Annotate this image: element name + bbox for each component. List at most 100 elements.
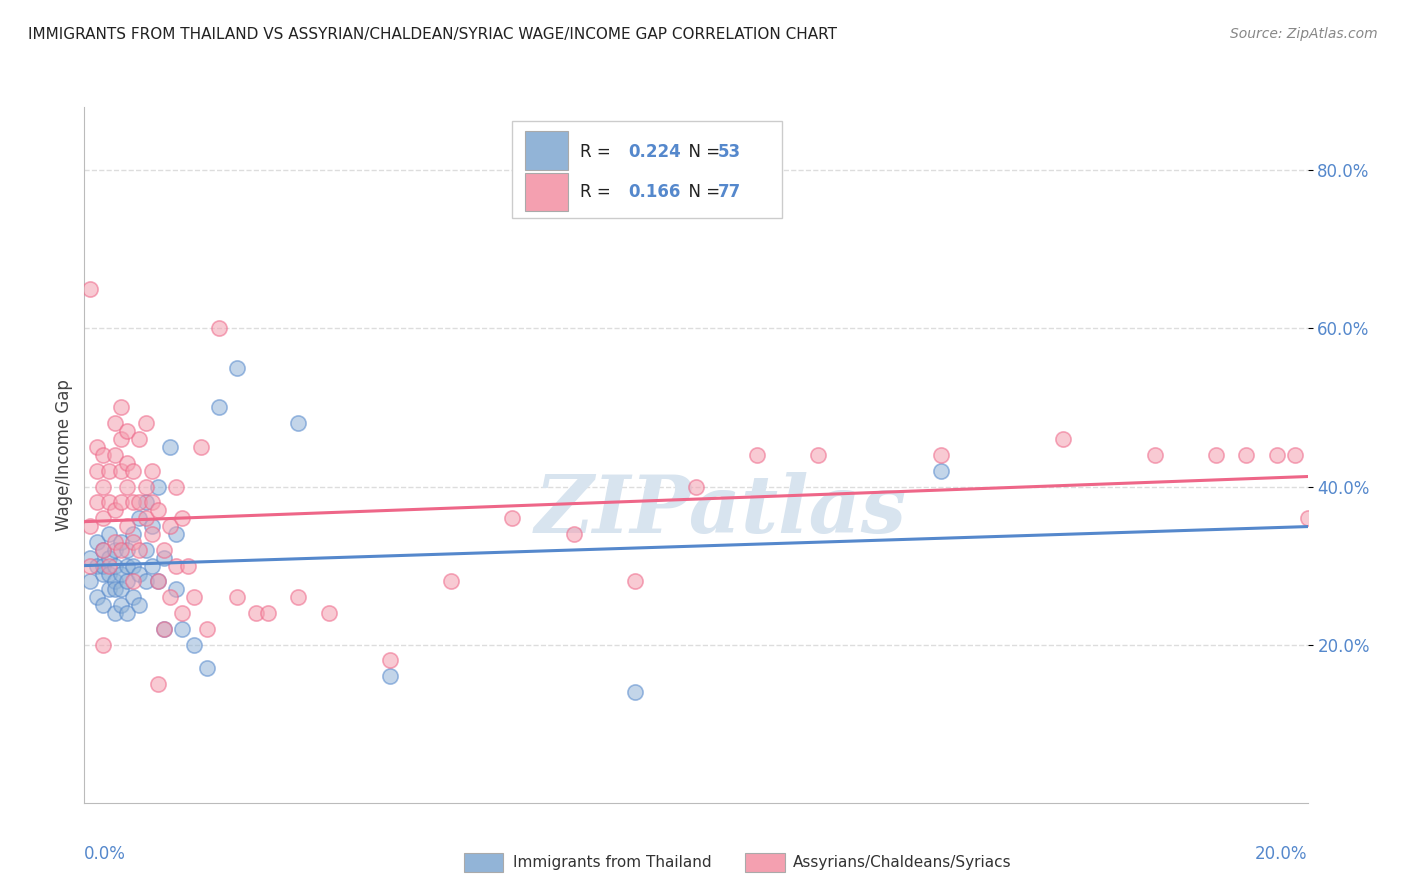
Y-axis label: Wage/Income Gap: Wage/Income Gap bbox=[55, 379, 73, 531]
Point bbox=[86, 558, 108, 573]
Point bbox=[177, 558, 200, 573]
Point bbox=[141, 527, 163, 541]
Point bbox=[86, 464, 108, 478]
Point bbox=[146, 479, 169, 493]
Point bbox=[128, 495, 150, 509]
Point bbox=[110, 432, 132, 446]
Point bbox=[115, 519, 138, 533]
Text: 53: 53 bbox=[718, 144, 741, 161]
Point bbox=[128, 598, 150, 612]
Point bbox=[104, 558, 127, 573]
Text: Immigrants from Thailand: Immigrants from Thailand bbox=[513, 855, 711, 870]
Point bbox=[146, 677, 169, 691]
Point bbox=[165, 558, 187, 573]
Point bbox=[122, 558, 145, 573]
Point bbox=[91, 479, 114, 493]
Point bbox=[146, 574, 169, 589]
FancyBboxPatch shape bbox=[512, 121, 782, 219]
Point bbox=[135, 511, 157, 525]
Point bbox=[1265, 448, 1288, 462]
Point bbox=[747, 448, 769, 462]
Point bbox=[104, 503, 127, 517]
Point bbox=[115, 424, 138, 438]
Point bbox=[86, 495, 108, 509]
Point bbox=[141, 495, 163, 509]
Point bbox=[190, 440, 212, 454]
Point bbox=[380, 653, 402, 667]
Point bbox=[86, 591, 108, 605]
Point bbox=[86, 440, 108, 454]
Text: R =: R = bbox=[579, 144, 616, 161]
Point bbox=[115, 606, 138, 620]
Point bbox=[91, 558, 114, 573]
Point bbox=[115, 479, 138, 493]
Point bbox=[104, 574, 127, 589]
Point bbox=[104, 534, 127, 549]
Point bbox=[502, 511, 524, 525]
Point bbox=[1052, 432, 1074, 446]
Point bbox=[97, 464, 120, 478]
Point bbox=[97, 582, 120, 597]
Point bbox=[97, 566, 120, 581]
Point bbox=[91, 566, 114, 581]
Text: IMMIGRANTS FROM THAILAND VS ASSYRIAN/CHALDEAN/SYRIAC WAGE/INCOME GAP CORRELATION: IMMIGRANTS FROM THAILAND VS ASSYRIAN/CHA… bbox=[28, 27, 837, 42]
Point bbox=[929, 464, 952, 478]
Text: 77: 77 bbox=[718, 183, 741, 201]
Point bbox=[172, 511, 194, 525]
Text: R =: R = bbox=[579, 183, 616, 201]
Point bbox=[153, 550, 176, 565]
Text: 0.0%: 0.0% bbox=[84, 845, 127, 863]
Point bbox=[141, 519, 163, 533]
Point bbox=[110, 542, 132, 557]
Point bbox=[208, 401, 231, 415]
Point bbox=[79, 519, 101, 533]
Point bbox=[226, 360, 249, 375]
Point bbox=[172, 622, 194, 636]
Text: Source: ZipAtlas.com: Source: ZipAtlas.com bbox=[1230, 27, 1378, 41]
Point bbox=[685, 479, 707, 493]
Point bbox=[79, 550, 101, 565]
Point bbox=[122, 574, 145, 589]
Point bbox=[226, 591, 249, 605]
Point bbox=[91, 448, 114, 462]
Point bbox=[110, 534, 132, 549]
Point bbox=[128, 432, 150, 446]
Text: Assyrians/Chaldeans/Syriacs: Assyrians/Chaldeans/Syriacs bbox=[793, 855, 1011, 870]
Point bbox=[91, 542, 114, 557]
Point bbox=[257, 606, 280, 620]
Point bbox=[97, 558, 120, 573]
Point bbox=[562, 527, 585, 541]
Point bbox=[104, 582, 127, 597]
Point bbox=[153, 542, 176, 557]
Text: ZIPatlas: ZIPatlas bbox=[534, 472, 907, 549]
Point bbox=[135, 417, 157, 431]
Bar bbox=[524, 131, 568, 169]
Point bbox=[159, 519, 181, 533]
Point bbox=[115, 574, 138, 589]
Point bbox=[115, 558, 138, 573]
Point bbox=[104, 417, 127, 431]
Point bbox=[122, 464, 145, 478]
Point bbox=[91, 638, 114, 652]
Point bbox=[128, 511, 150, 525]
Point bbox=[1296, 511, 1319, 525]
Point bbox=[153, 622, 176, 636]
Point bbox=[128, 566, 150, 581]
Point bbox=[79, 282, 101, 296]
Point bbox=[79, 558, 101, 573]
Point bbox=[1143, 448, 1166, 462]
Point bbox=[1205, 448, 1227, 462]
Point bbox=[135, 574, 157, 589]
Point bbox=[195, 622, 218, 636]
Point bbox=[165, 582, 187, 597]
Point bbox=[91, 542, 114, 557]
Point bbox=[122, 591, 145, 605]
Point bbox=[135, 479, 157, 493]
Point bbox=[141, 558, 163, 573]
Point bbox=[97, 527, 120, 541]
Point bbox=[128, 542, 150, 557]
Point bbox=[1284, 448, 1306, 462]
Point bbox=[380, 669, 402, 683]
Point bbox=[110, 566, 132, 581]
Point bbox=[97, 495, 120, 509]
